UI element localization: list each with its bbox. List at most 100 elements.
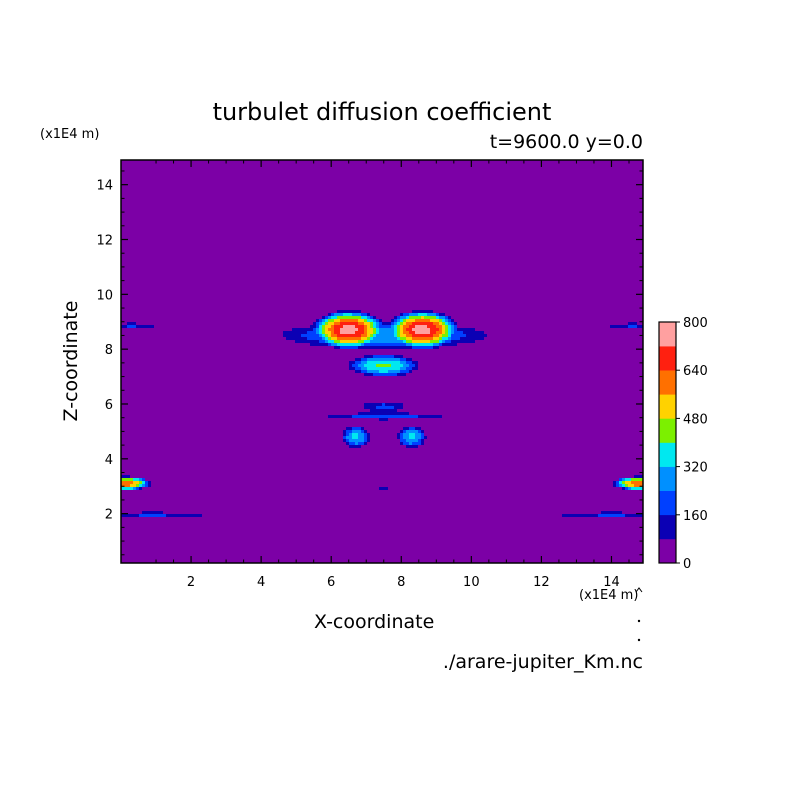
heatmap-cell	[439, 337, 443, 341]
heatmap-cell	[121, 322, 128, 326]
heatmap-cell	[394, 334, 398, 338]
heatmap-cell	[121, 406, 365, 410]
heatmap-cell	[358, 364, 365, 368]
heatmap-cell	[379, 328, 395, 332]
heatmap-cell	[367, 316, 371, 320]
heatmap-cell	[409, 364, 416, 368]
heatmap-cell	[445, 325, 449, 329]
heatmap-cell	[121, 379, 644, 383]
heatmap-cell	[121, 559, 644, 563]
heatmap-cell	[412, 442, 422, 446]
heatmap-cell	[121, 541, 644, 545]
heatmap-cell	[352, 433, 359, 437]
heatmap-cell	[121, 301, 644, 305]
heatmap-cell	[316, 331, 320, 335]
heatmap-cell	[121, 478, 134, 482]
heatmap-cell	[433, 346, 440, 350]
heatmap-cell	[121, 307, 644, 311]
heatmap-cell	[406, 319, 416, 323]
heatmap-cell	[361, 313, 368, 317]
heatmap-cell	[376, 334, 395, 338]
heatmap-cell	[121, 481, 134, 485]
heatmap-cell	[421, 427, 644, 431]
heatmap-cell	[121, 439, 344, 443]
heatmap-cell	[598, 514, 626, 518]
heatmap-cell	[418, 361, 644, 365]
heatmap-cell	[334, 328, 341, 332]
heatmap-cell	[358, 412, 410, 416]
heatmap-cell	[355, 370, 362, 374]
heatmap-cell	[352, 430, 362, 434]
heatmap-cell	[121, 373, 365, 377]
heatmap-cell	[121, 457, 644, 461]
heatmap-cell	[349, 442, 356, 446]
heatmap-cell	[400, 358, 407, 362]
heatmap-cell	[367, 331, 374, 335]
heatmap-cell	[448, 316, 452, 320]
heatmap-cell	[406, 340, 413, 344]
heatmap-cell	[442, 415, 644, 419]
heatmap-cell	[433, 334, 440, 338]
heatmap-cell	[121, 526, 644, 530]
y-unit-label: (x1E4 m)	[40, 127, 100, 142]
heatmap-cell	[322, 316, 326, 320]
heatmap-cell	[619, 478, 623, 482]
heatmap-cell	[406, 334, 413, 338]
heatmap-cell	[121, 421, 644, 425]
heatmap-cell	[352, 436, 359, 440]
heatmap-cell	[406, 322, 413, 326]
heatmap-cell	[331, 337, 338, 341]
heatmap-cell	[400, 331, 404, 335]
heatmap-cell	[442, 340, 446, 344]
heatmap-cell	[121, 349, 644, 353]
heatmap-cell	[403, 322, 407, 326]
heatmap-cell	[121, 370, 356, 374]
heatmap-cell	[406, 337, 413, 341]
heatmap-cell	[361, 358, 368, 362]
x-tick-label: 8	[397, 575, 405, 590]
heatmap-cell	[370, 325, 374, 329]
heatmap-cell	[415, 436, 422, 440]
heatmap-cell	[328, 343, 332, 347]
heatmap-cell	[403, 403, 644, 407]
heatmap-cell	[379, 418, 389, 422]
heatmap-cell	[370, 436, 398, 440]
heatmap-cell	[367, 430, 401, 434]
heatmap-cell	[121, 532, 644, 536]
heatmap-cell	[301, 334, 320, 338]
heatmap-cell	[121, 427, 347, 431]
heatmap-cell	[451, 328, 455, 332]
heatmap-cell	[625, 478, 632, 482]
heatmap-cell	[406, 328, 413, 332]
heatmap-cell	[322, 337, 326, 341]
heatmap-cell	[628, 484, 635, 488]
heatmap-cell	[451, 322, 455, 326]
heatmap-cell	[364, 406, 377, 410]
heatmap-cell	[139, 487, 143, 491]
heatmap-cell	[367, 367, 401, 371]
colorbar-frame	[658, 321, 677, 564]
heatmap-cell	[406, 358, 413, 362]
heatmap-cell	[121, 451, 644, 455]
heatmap-cell	[367, 313, 371, 317]
heatmap-cell	[121, 235, 644, 239]
heatmap-cell	[439, 340, 443, 344]
heatmap-cell	[367, 442, 401, 446]
heatmap-cell	[439, 313, 446, 317]
heatmap-cell	[142, 481, 146, 485]
heatmap-cell	[346, 433, 350, 437]
heatmap-cell	[400, 313, 404, 317]
heatmap-cell	[136, 322, 314, 326]
heatmap-cell	[406, 445, 419, 449]
heatmap-cell	[631, 487, 644, 491]
heatmap-cell	[325, 334, 329, 338]
heatmap-cell	[121, 160, 644, 164]
heatmap-cell	[121, 466, 644, 470]
heatmap-cell	[340, 328, 359, 332]
heatmap-cell	[136, 487, 140, 491]
heatmap-cell	[121, 472, 644, 476]
x-unit-label: (x1E4 m)	[579, 588, 639, 603]
heatmap-cell	[436, 313, 440, 317]
heatmap-cell	[364, 364, 377, 368]
heatmap-cell	[121, 442, 347, 446]
